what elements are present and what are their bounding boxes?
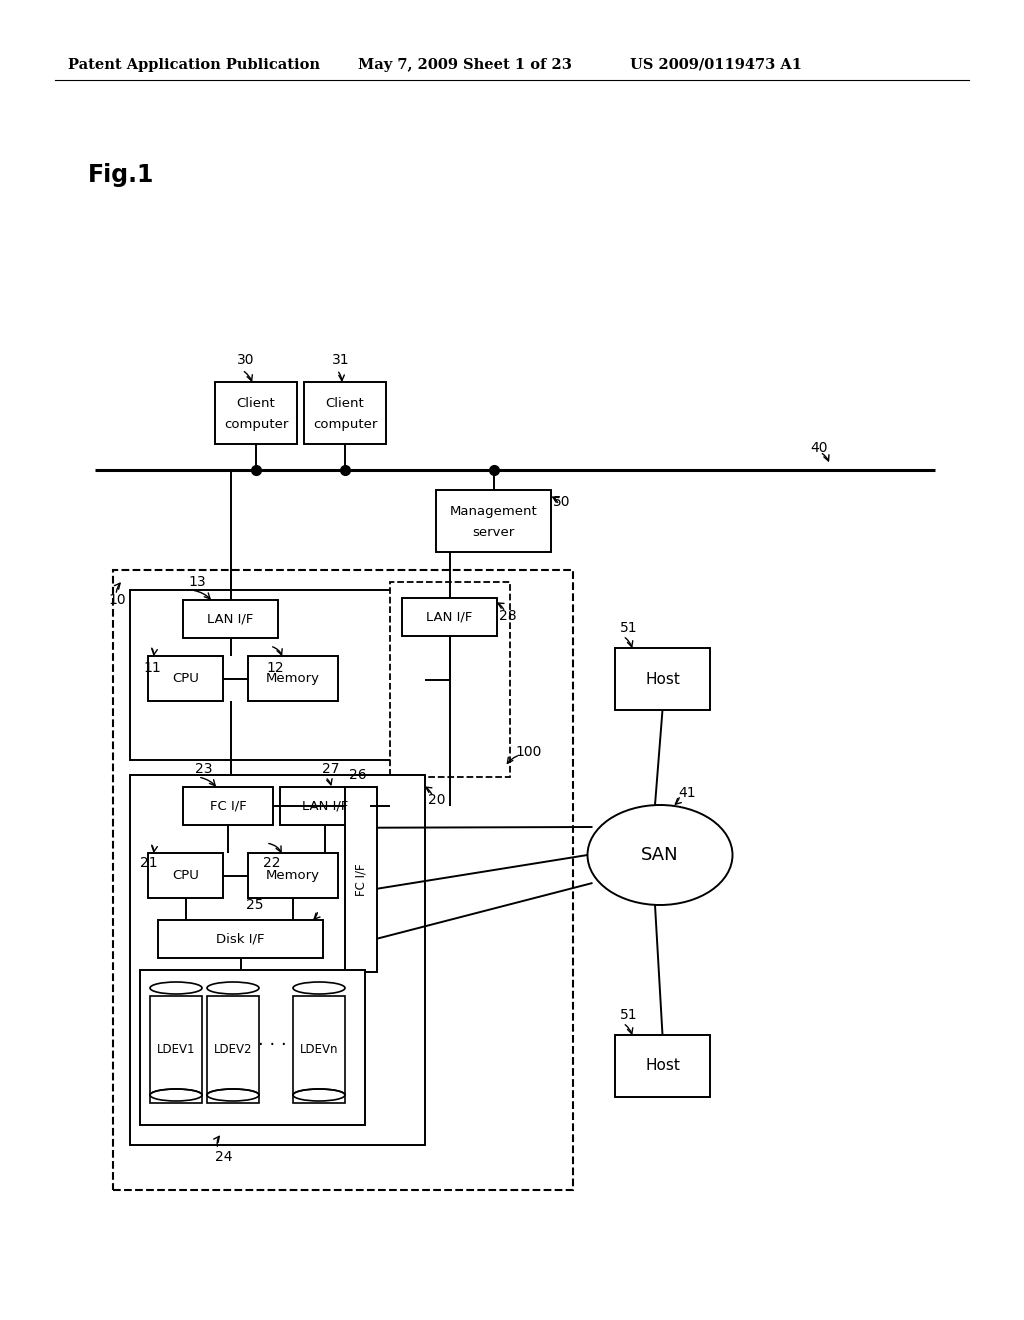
Bar [130, 590, 425, 760]
Text: US 2009/0119473 A1: US 2009/0119473 A1 [630, 58, 802, 73]
Text: 25: 25 [246, 898, 263, 912]
Text: 11: 11 [143, 661, 161, 675]
Bar [148, 656, 223, 701]
Text: computer: computer [312, 417, 377, 430]
Text: LAN I/F: LAN I/F [302, 800, 348, 813]
Ellipse shape [207, 1089, 259, 1101]
Bar [183, 601, 278, 638]
Text: 20: 20 [428, 793, 445, 807]
Ellipse shape [588, 805, 732, 906]
Bar [615, 648, 710, 710]
Text: LDEV2: LDEV2 [214, 1043, 252, 1056]
Text: 31: 31 [332, 352, 349, 367]
Text: Memory: Memory [266, 869, 319, 882]
Text: computer: computer [224, 417, 288, 430]
Text: Memory: Memory [266, 672, 319, 685]
Bar [248, 656, 338, 701]
Bar [215, 381, 297, 444]
Text: LAN I/F: LAN I/F [426, 610, 473, 623]
Text: 100: 100 [515, 744, 542, 759]
Ellipse shape [293, 982, 345, 994]
Text: · · ·: · · · [258, 1036, 287, 1055]
Text: 23: 23 [195, 762, 213, 776]
Text: 40: 40 [810, 441, 827, 455]
Text: 28: 28 [499, 609, 517, 623]
Ellipse shape [150, 1089, 202, 1101]
Text: LDEV1: LDEV1 [157, 1043, 196, 1056]
Text: 30: 30 [237, 352, 255, 367]
Bar [345, 787, 377, 972]
Text: 51: 51 [620, 620, 638, 635]
Ellipse shape [293, 1089, 345, 1101]
Bar [140, 970, 365, 1125]
Text: LDEVn: LDEVn [300, 1043, 338, 1056]
Text: 21: 21 [140, 855, 158, 870]
Text: Management: Management [450, 506, 538, 519]
Text: 22: 22 [263, 855, 281, 870]
Text: Patent Application Publication: Patent Application Publication [68, 58, 319, 73]
Text: FC I/F: FC I/F [354, 863, 368, 896]
Bar [183, 787, 273, 825]
Bar [148, 853, 223, 898]
Text: SAN: SAN [641, 846, 679, 865]
Text: CPU: CPU [172, 869, 199, 882]
Bar [280, 787, 370, 825]
Text: 13: 13 [188, 576, 206, 589]
Text: 51: 51 [620, 1008, 638, 1022]
Bar [390, 582, 510, 777]
Text: Host: Host [645, 672, 680, 686]
Text: Fig.1: Fig.1 [88, 162, 155, 187]
Text: Host: Host [645, 1059, 680, 1073]
Text: 50: 50 [553, 495, 570, 510]
Bar [158, 920, 323, 958]
Ellipse shape [207, 982, 259, 994]
Ellipse shape [150, 982, 202, 994]
Text: server: server [472, 525, 515, 539]
Text: 26: 26 [349, 768, 367, 781]
Bar [130, 775, 425, 1144]
Bar [615, 1035, 710, 1097]
Text: May 7, 2009: May 7, 2009 [358, 58, 458, 73]
Bar [248, 853, 338, 898]
Bar [113, 570, 573, 1191]
Bar [207, 997, 259, 1104]
Text: CPU: CPU [172, 672, 199, 685]
Text: 24: 24 [215, 1150, 232, 1164]
Text: 12: 12 [266, 661, 284, 675]
Text: Client: Client [326, 397, 365, 411]
Bar [150, 997, 202, 1104]
Text: 41: 41 [678, 785, 695, 800]
Bar [402, 598, 497, 636]
Bar [293, 997, 345, 1104]
Text: 10: 10 [108, 593, 126, 607]
Text: Disk I/F: Disk I/F [216, 932, 265, 945]
Text: Sheet 1 of 23: Sheet 1 of 23 [463, 58, 571, 73]
Bar [436, 490, 551, 552]
Text: Client: Client [237, 397, 275, 411]
Text: 27: 27 [322, 762, 340, 776]
Text: FC I/F: FC I/F [210, 800, 247, 813]
Bar [304, 381, 386, 444]
Text: LAN I/F: LAN I/F [207, 612, 254, 626]
